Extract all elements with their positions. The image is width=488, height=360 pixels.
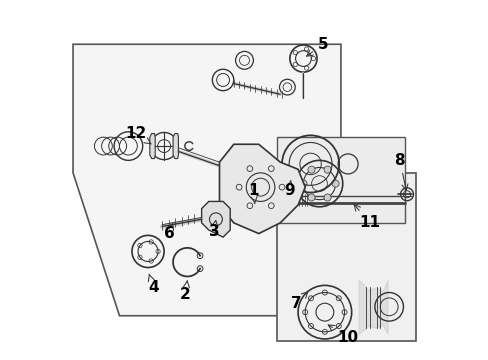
Polygon shape bbox=[276, 137, 405, 223]
Circle shape bbox=[324, 194, 330, 201]
Circle shape bbox=[331, 180, 339, 187]
Circle shape bbox=[324, 166, 330, 173]
Text: 3: 3 bbox=[208, 220, 219, 239]
Text: 9: 9 bbox=[283, 180, 294, 198]
Polygon shape bbox=[173, 134, 178, 158]
Text: 10: 10 bbox=[327, 325, 358, 345]
Polygon shape bbox=[73, 44, 340, 316]
Text: 11: 11 bbox=[353, 204, 379, 230]
Text: 6: 6 bbox=[164, 223, 175, 241]
Circle shape bbox=[299, 180, 306, 187]
Text: 12: 12 bbox=[124, 126, 151, 144]
Polygon shape bbox=[149, 134, 155, 158]
Text: 2: 2 bbox=[180, 281, 190, 302]
Circle shape bbox=[307, 194, 314, 201]
Text: 4: 4 bbox=[148, 274, 159, 295]
Text: 7: 7 bbox=[290, 292, 307, 311]
Circle shape bbox=[307, 166, 314, 173]
Text: 5: 5 bbox=[306, 37, 328, 56]
Polygon shape bbox=[276, 173, 415, 341]
Text: 8: 8 bbox=[394, 153, 407, 190]
PathPatch shape bbox=[219, 144, 305, 234]
Text: 1: 1 bbox=[248, 183, 258, 204]
Polygon shape bbox=[201, 202, 230, 237]
